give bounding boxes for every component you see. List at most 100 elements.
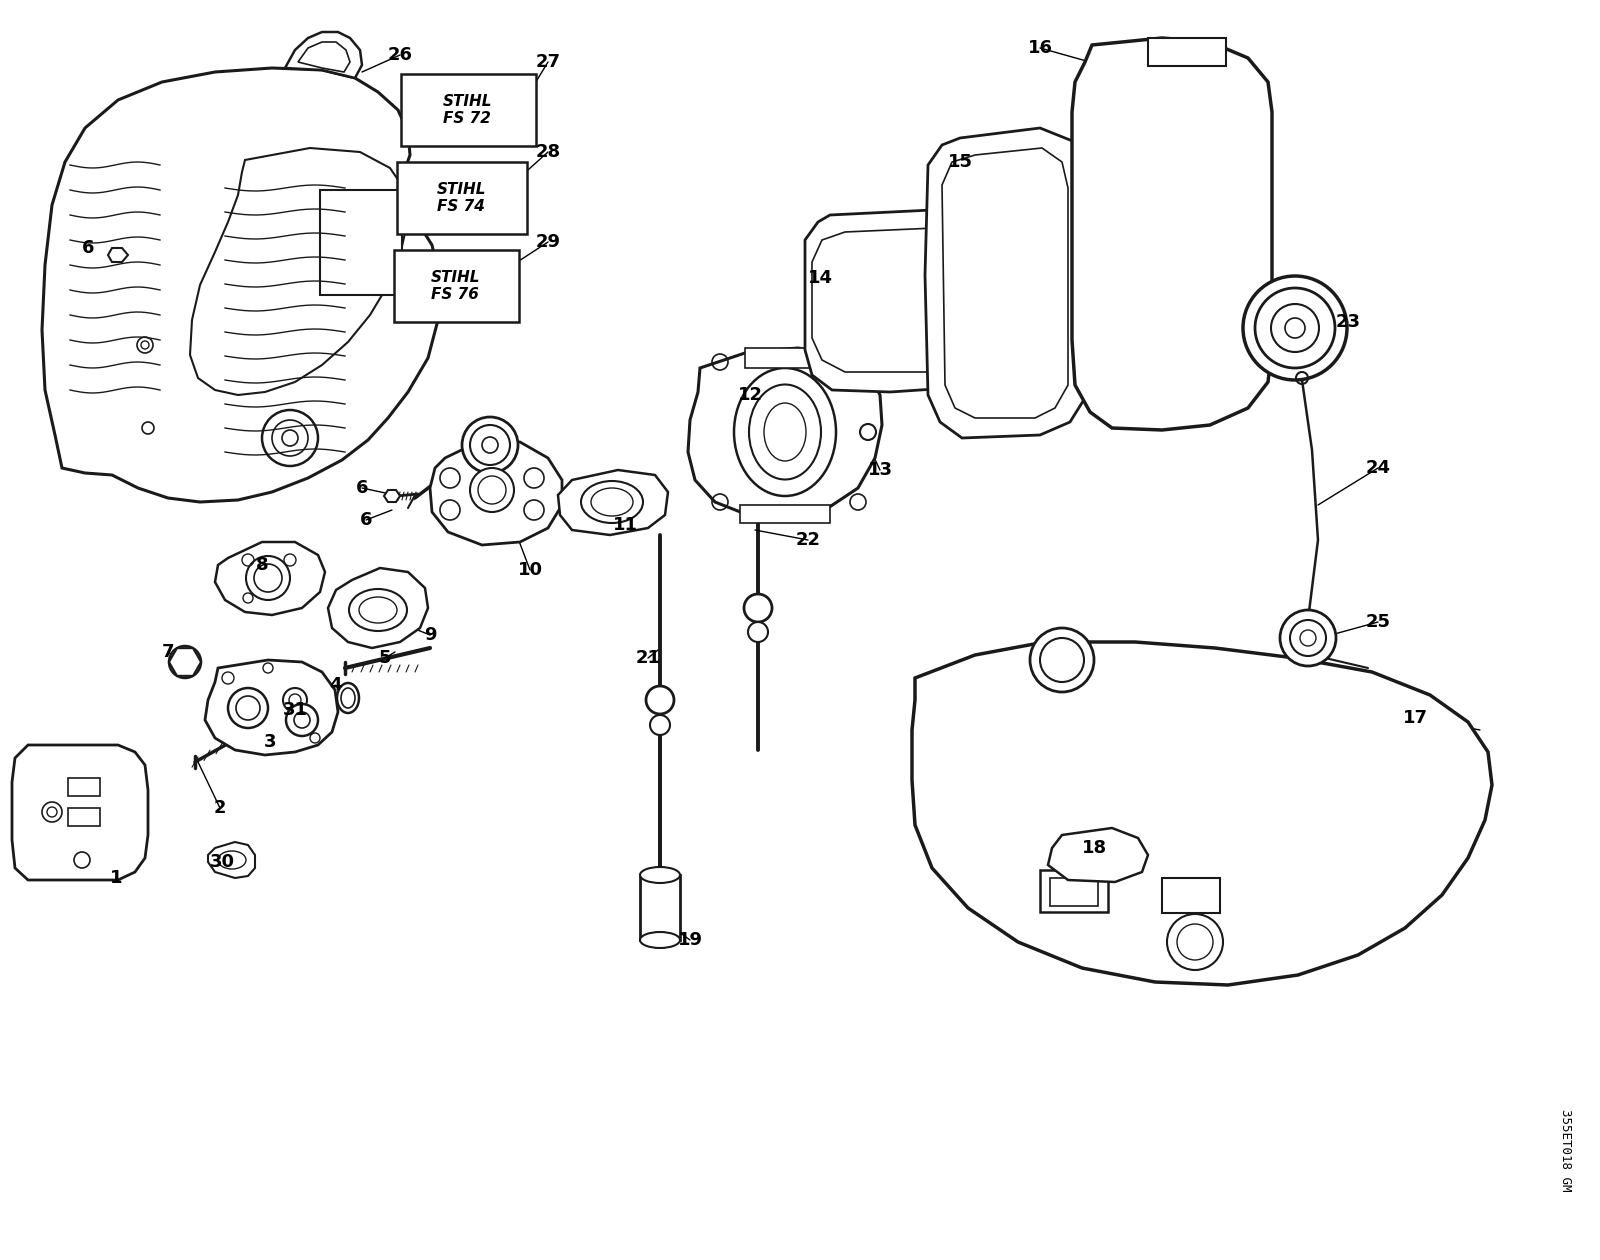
Circle shape — [470, 425, 510, 465]
Circle shape — [650, 714, 670, 735]
Polygon shape — [430, 440, 562, 546]
Text: 4: 4 — [328, 677, 341, 694]
Text: 2: 2 — [214, 799, 226, 816]
Text: 16: 16 — [1027, 39, 1053, 57]
Polygon shape — [328, 568, 429, 648]
Text: STIHL
FS 76: STIHL FS 76 — [432, 270, 480, 302]
Text: 29: 29 — [536, 233, 560, 251]
Polygon shape — [688, 348, 882, 518]
Circle shape — [462, 417, 518, 472]
Circle shape — [246, 556, 290, 600]
Polygon shape — [285, 32, 362, 78]
Ellipse shape — [358, 597, 397, 622]
Text: 6: 6 — [82, 239, 94, 257]
Text: 14: 14 — [808, 268, 832, 287]
Text: STIHL
FS 72: STIHL FS 72 — [443, 93, 493, 126]
Polygon shape — [214, 542, 325, 615]
Polygon shape — [805, 210, 986, 392]
Polygon shape — [925, 129, 1091, 438]
Ellipse shape — [640, 867, 680, 883]
Circle shape — [1270, 304, 1318, 352]
Circle shape — [1285, 318, 1306, 338]
Text: 11: 11 — [613, 517, 637, 534]
Text: 21: 21 — [635, 649, 661, 667]
Circle shape — [283, 688, 307, 712]
Bar — [640, 874, 680, 940]
Text: 12: 12 — [738, 386, 763, 404]
Circle shape — [1290, 620, 1326, 656]
Text: 30: 30 — [210, 853, 235, 871]
Circle shape — [1030, 627, 1094, 692]
Ellipse shape — [640, 932, 680, 948]
Polygon shape — [190, 147, 408, 394]
Bar — [746, 348, 826, 368]
Text: 26: 26 — [387, 47, 413, 64]
Circle shape — [254, 564, 282, 592]
Circle shape — [470, 467, 514, 512]
Polygon shape — [298, 42, 350, 72]
Text: 9: 9 — [424, 626, 437, 644]
Circle shape — [478, 476, 506, 504]
Circle shape — [744, 593, 771, 622]
Text: 1: 1 — [110, 869, 122, 887]
Polygon shape — [109, 248, 128, 262]
Circle shape — [440, 500, 461, 520]
Bar — [394, 249, 518, 323]
Ellipse shape — [338, 683, 358, 713]
Circle shape — [749, 622, 768, 643]
Circle shape — [482, 437, 498, 454]
Polygon shape — [1048, 828, 1149, 882]
Polygon shape — [813, 228, 968, 372]
Ellipse shape — [749, 384, 821, 480]
Text: 5: 5 — [379, 649, 392, 667]
Bar — [1162, 878, 1221, 914]
Ellipse shape — [581, 481, 643, 523]
Text: 27: 27 — [536, 53, 560, 71]
Bar — [397, 163, 526, 234]
Circle shape — [1280, 610, 1336, 667]
Text: 6: 6 — [355, 479, 368, 496]
Circle shape — [1254, 289, 1334, 368]
Circle shape — [290, 694, 301, 706]
Text: 3: 3 — [264, 733, 277, 751]
Bar — [1050, 878, 1098, 906]
Bar — [320, 190, 402, 295]
Polygon shape — [205, 660, 338, 755]
Circle shape — [272, 420, 307, 456]
Text: 18: 18 — [1083, 839, 1107, 857]
Circle shape — [237, 696, 259, 719]
Polygon shape — [384, 490, 400, 501]
Polygon shape — [558, 470, 669, 536]
Circle shape — [262, 410, 318, 466]
Text: 15: 15 — [947, 152, 973, 171]
Polygon shape — [170, 648, 202, 675]
Ellipse shape — [734, 368, 835, 496]
Bar — [67, 808, 99, 827]
Text: STIHL
FS 74: STIHL FS 74 — [437, 181, 486, 214]
Text: 23: 23 — [1336, 312, 1360, 331]
Circle shape — [170, 646, 202, 678]
Ellipse shape — [765, 403, 806, 461]
Text: 10: 10 — [517, 561, 542, 580]
Bar — [400, 74, 536, 146]
Bar — [67, 777, 99, 796]
Polygon shape — [942, 147, 1069, 418]
Text: 7: 7 — [162, 643, 174, 662]
Bar — [1040, 869, 1107, 912]
Text: 17: 17 — [1403, 709, 1427, 727]
Circle shape — [1299, 630, 1315, 646]
Bar — [1149, 38, 1226, 66]
Circle shape — [178, 654, 194, 670]
Polygon shape — [912, 643, 1491, 985]
Polygon shape — [1072, 38, 1272, 430]
Circle shape — [1166, 914, 1222, 970]
Text: 6: 6 — [360, 512, 373, 529]
Circle shape — [1243, 276, 1347, 381]
Polygon shape — [42, 68, 440, 501]
Polygon shape — [208, 842, 254, 878]
Circle shape — [525, 500, 544, 520]
Ellipse shape — [349, 588, 406, 631]
Text: 28: 28 — [536, 142, 560, 161]
Circle shape — [440, 467, 461, 488]
Circle shape — [1178, 924, 1213, 960]
